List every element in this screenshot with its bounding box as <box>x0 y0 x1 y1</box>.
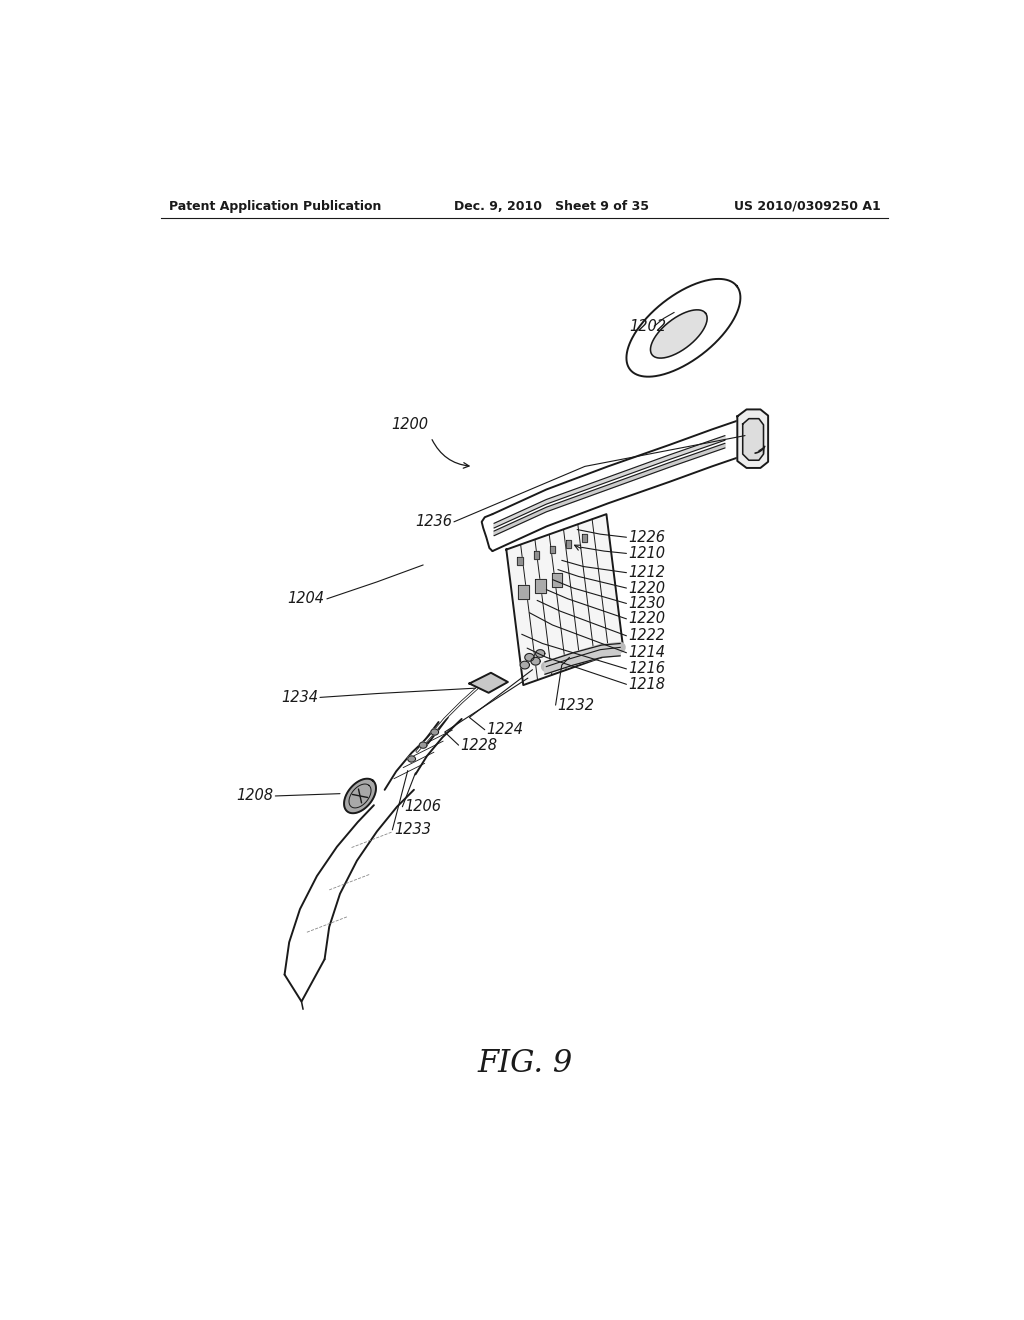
Text: 1220: 1220 <box>628 611 665 627</box>
Text: 1218: 1218 <box>628 677 665 692</box>
Text: 1234: 1234 <box>282 690 318 705</box>
Text: 1202: 1202 <box>630 318 667 334</box>
Text: 1206: 1206 <box>403 799 441 814</box>
Polygon shape <box>565 540 571 548</box>
Polygon shape <box>737 409 768 469</box>
Polygon shape <box>493 420 739 552</box>
Polygon shape <box>552 573 562 587</box>
Polygon shape <box>344 779 376 813</box>
Polygon shape <box>534 552 539 560</box>
Text: 1226: 1226 <box>628 529 665 545</box>
Text: 1233: 1233 <box>394 822 431 837</box>
Polygon shape <box>742 418 764 461</box>
Text: Dec. 9, 2010   Sheet 9 of 35: Dec. 9, 2010 Sheet 9 of 35 <box>454 199 649 213</box>
Polygon shape <box>517 557 523 565</box>
Text: 1212: 1212 <box>628 565 665 581</box>
Polygon shape <box>531 657 541 665</box>
Polygon shape <box>385 719 462 789</box>
Polygon shape <box>627 279 740 376</box>
Text: 1216: 1216 <box>628 661 665 676</box>
Polygon shape <box>285 789 414 1002</box>
Polygon shape <box>431 729 438 735</box>
Text: FIG. 9: FIG. 9 <box>477 1048 572 1078</box>
Text: 1214: 1214 <box>628 645 665 660</box>
Text: US 2010/0309250 A1: US 2010/0309250 A1 <box>734 199 881 213</box>
Text: 1232: 1232 <box>557 697 594 713</box>
Polygon shape <box>420 742 427 748</box>
Polygon shape <box>506 515 624 685</box>
Polygon shape <box>525 653 535 661</box>
Text: 1200: 1200 <box>391 417 428 432</box>
Polygon shape <box>535 579 546 593</box>
Polygon shape <box>494 436 725 528</box>
Text: 1208: 1208 <box>236 788 273 804</box>
Text: 1236: 1236 <box>416 515 453 529</box>
Text: 1230: 1230 <box>628 595 665 611</box>
Text: 1228: 1228 <box>460 738 497 752</box>
Polygon shape <box>520 661 529 669</box>
Polygon shape <box>469 673 508 693</box>
Polygon shape <box>550 545 555 553</box>
Text: 1224: 1224 <box>486 722 523 738</box>
Text: 1222: 1222 <box>628 628 665 643</box>
Text: 1220: 1220 <box>628 581 665 595</box>
Polygon shape <box>536 649 545 657</box>
Polygon shape <box>545 644 621 675</box>
Polygon shape <box>518 585 529 599</box>
Text: 1204: 1204 <box>288 591 325 606</box>
Text: Patent Application Publication: Patent Application Publication <box>169 199 381 213</box>
Polygon shape <box>582 535 587 543</box>
Polygon shape <box>650 310 708 358</box>
Polygon shape <box>408 756 416 762</box>
Polygon shape <box>739 417 756 461</box>
Text: 1210: 1210 <box>628 546 665 561</box>
Polygon shape <box>494 444 725 536</box>
